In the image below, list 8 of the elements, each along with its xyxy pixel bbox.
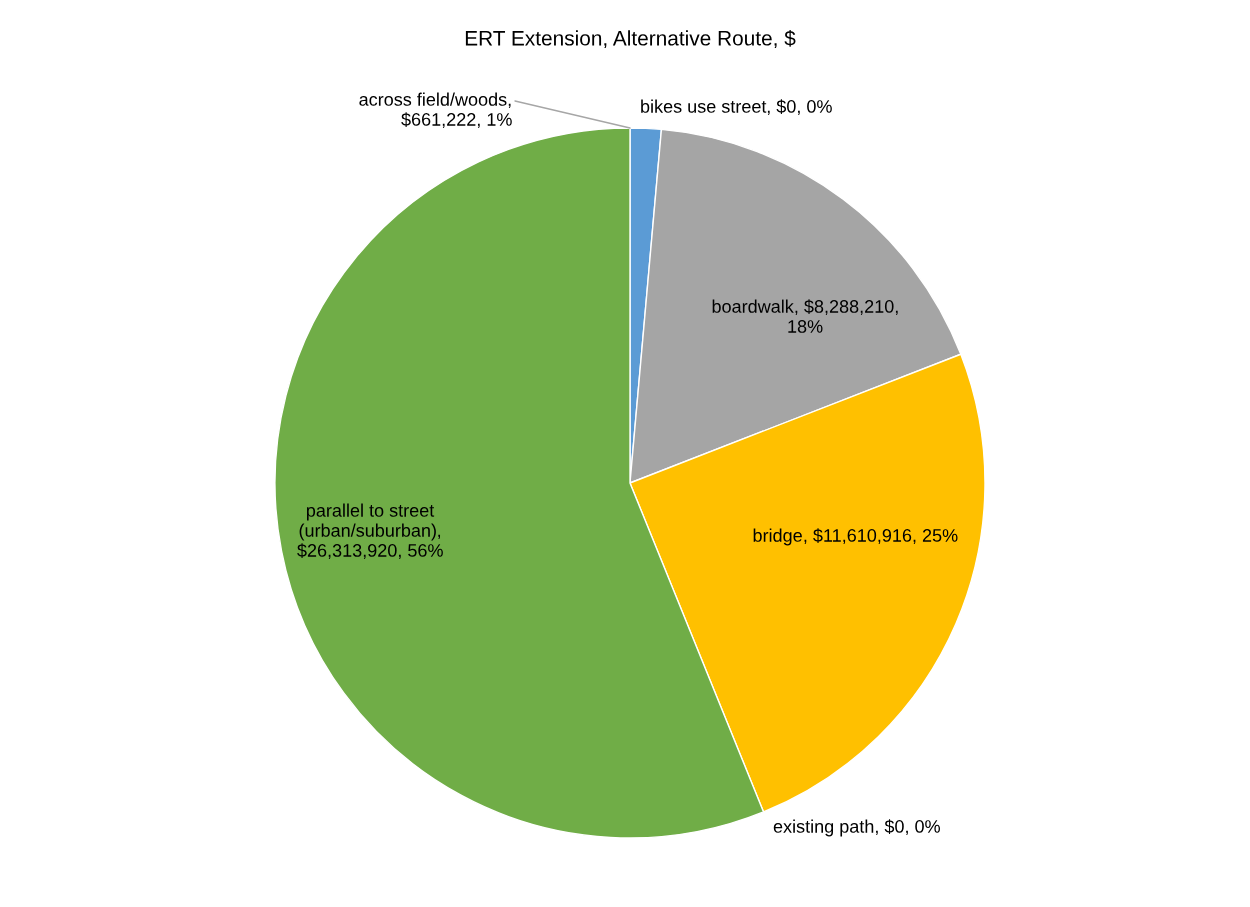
category-label: existing path bbox=[773, 819, 874, 837]
text: , $0, 0% bbox=[876, 819, 940, 835]
data-label: , $11,610,916, 25% bbox=[804, 528, 958, 544]
text: , $0, 0% bbox=[767, 99, 832, 115]
category-label: bikes use street bbox=[641, 99, 767, 113]
slice-label: bridge bbox=[753, 528, 802, 546]
chart-title: ERT Extension, Alternative Route, $ bbox=[465, 29, 796, 49]
slice-label: boardwalk bbox=[712, 299, 794, 313]
